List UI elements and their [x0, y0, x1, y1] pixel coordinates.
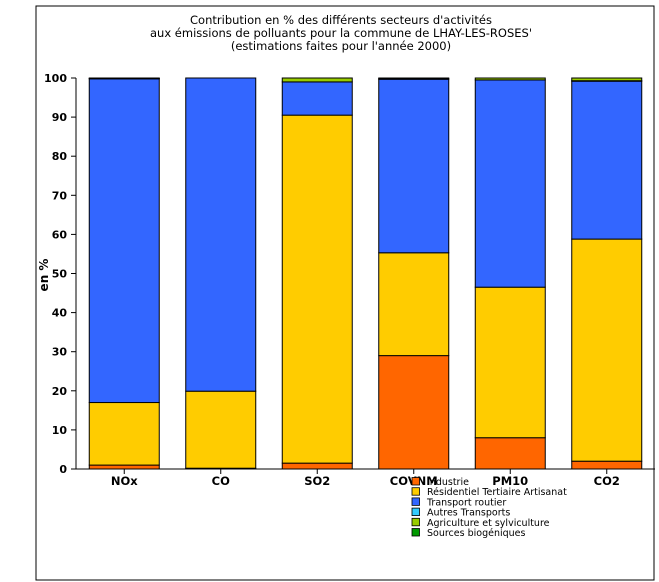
legend-swatch-industrie — [411, 477, 420, 486]
chart-title-line-3: (estimations faites pour l'année 2000) — [231, 39, 451, 53]
legend-swatch-transport-routier — [411, 497, 420, 506]
bar-segment-pm10-industrie — [474, 437, 546, 470]
bar-segment-covnm-sources-biogeniques — [378, 77, 450, 80]
y-tick-label-20: 20 — [52, 385, 68, 398]
x-tick-label-co2: CO2 — [594, 474, 620, 488]
bar-segment-covnm-transport-routier — [378, 78, 450, 254]
y-tick-label-10: 10 — [52, 424, 68, 437]
bar-segment-co-residentiel-tertiaire-artisanat — [185, 390, 257, 469]
plot-area: 0102030405060708090100NOxCOSO2COVNMPM10C… — [44, 72, 655, 488]
legend-label-residentiel-tertiaire-artisanat: Résidentiel Tertiaire Artisanat — [427, 487, 567, 498]
bar-segment-co-transport-routier — [185, 77, 257, 392]
legend-swatch-sources-biogeniques — [411, 528, 420, 537]
x-tick-label-co: CO — [212, 474, 230, 488]
y-tick-label-90: 90 — [52, 111, 68, 124]
x-tick-label-so2: SO2 — [304, 474, 330, 488]
y-tick-label-50: 50 — [52, 268, 68, 281]
legend-label-agriculture-et-sylviculture: Agriculture et sylviculture — [427, 518, 550, 529]
chart-title-line-1: Contribution en % des différents secteur… — [190, 13, 492, 27]
bar-segment-so2-agriculture-et-sylviculture — [281, 77, 353, 83]
legend-swatch-autres-transports — [411, 507, 420, 517]
bar-segment-nox-transport-routier — [88, 78, 160, 404]
bar-segment-co2-residentiel-tertiaire-artisanat — [571, 238, 643, 462]
chart-title-line-2: aux émissions de polluants pour la commu… — [150, 26, 532, 40]
bar-segment-nox-sources-biogeniques — [88, 77, 160, 79]
bar-segment-covnm-industrie — [378, 355, 450, 470]
y-tick-label-40: 40 — [52, 307, 68, 320]
bar-segment-co2-industrie — [571, 460, 643, 470]
y-axis-label: en % — [37, 259, 51, 292]
y-tick-label-80: 80 — [52, 150, 68, 163]
legend-label-autres-transports: Autres Transports — [427, 508, 510, 519]
bar-segment-co2-transport-routier — [571, 80, 643, 240]
bar-segment-so2-industrie — [281, 462, 353, 470]
legend-label-transport-routier: Transport routier — [426, 497, 506, 508]
y-tick-label-30: 30 — [52, 346, 68, 359]
bar-segment-so2-residentiel-tertiaire-artisanat — [281, 114, 353, 464]
bar-segment-covnm-residentiel-tertiaire-artisanat — [378, 252, 450, 357]
bar-segment-pm10-residentiel-tertiaire-artisanat — [474, 286, 546, 439]
bar-segment-pm10-transport-routier — [474, 79, 546, 288]
bar-segment-co2-agriculture-et-sylviculture — [571, 77, 643, 82]
legend-swatch-agriculture-et-sylviculture — [411, 517, 420, 527]
y-tick-label-70: 70 — [52, 189, 68, 202]
legend-label-sources-biogeniques: Sources biogéniques — [427, 528, 526, 539]
bar-segment-pm10-agriculture-et-sylviculture — [474, 77, 546, 81]
x-tick-label-pm10: PM10 — [492, 474, 528, 488]
y-tick-label-0: 0 — [59, 463, 67, 476]
y-tick-label-100: 100 — [44, 72, 67, 85]
legend-swatch-residentiel-tertiaire-artisanat — [411, 487, 420, 496]
bar-segment-nox-industrie — [88, 464, 160, 470]
legend-label-industrie: Industrie — [427, 477, 469, 488]
bar-segment-so2-transport-routier — [281, 81, 353, 116]
x-tick-label-nox: NOx — [111, 474, 138, 488]
bar-segment-nox-residentiel-tertiaire-artisanat — [88, 402, 160, 466]
y-tick-label-60: 60 — [52, 228, 68, 241]
